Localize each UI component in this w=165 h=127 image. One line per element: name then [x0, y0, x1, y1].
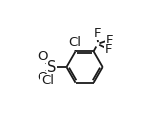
Text: S: S: [47, 60, 56, 75]
Text: O: O: [37, 71, 47, 84]
Text: F: F: [105, 34, 113, 47]
Text: Cl: Cl: [41, 74, 54, 87]
Text: F: F: [93, 27, 101, 40]
Text: F: F: [105, 43, 113, 56]
Text: Cl: Cl: [68, 36, 81, 49]
Text: O: O: [37, 50, 47, 63]
